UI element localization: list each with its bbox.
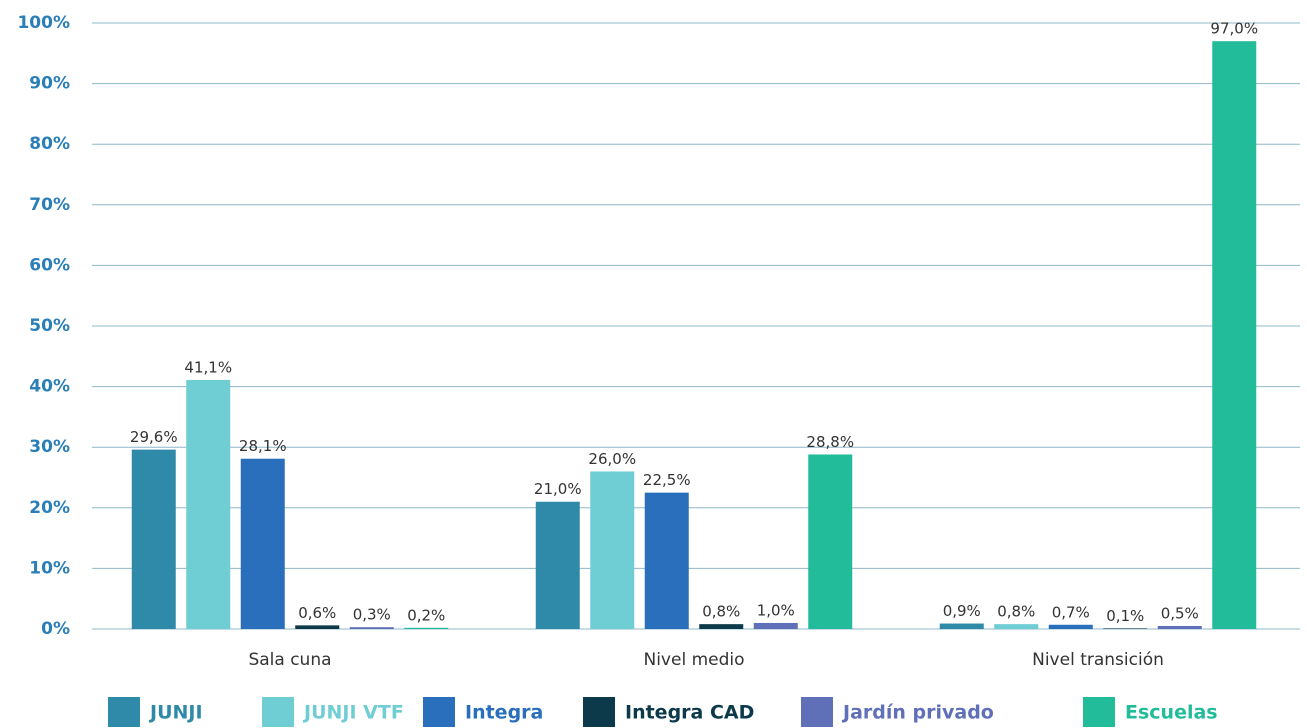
legend-label: Integra CAD — [625, 702, 754, 724]
bar — [644, 492, 689, 629]
data-label: 0,8% — [997, 603, 1035, 621]
data-label: 1,0% — [757, 601, 795, 619]
data-label: 0,2% — [407, 606, 445, 624]
y-tick-label: 10% — [29, 558, 70, 578]
legend-label: Escuelas — [1125, 702, 1218, 724]
bar — [590, 471, 635, 629]
bar — [1212, 41, 1257, 630]
bar — [808, 454, 853, 629]
legend-swatch — [1083, 697, 1115, 727]
y-tick-label: 60% — [29, 255, 70, 275]
legend-swatch — [583, 697, 615, 727]
bar — [753, 622, 798, 629]
x-tick-label: Nivel medio — [643, 650, 744, 670]
data-label: 29,6% — [130, 428, 178, 446]
bar — [186, 379, 231, 629]
data-label: 26,0% — [588, 450, 636, 468]
data-label: 41,1% — [184, 358, 232, 376]
x-tick-label: Sala cuna — [248, 650, 331, 670]
legend-label: Integra — [465, 702, 543, 724]
y-tick-label: 20% — [29, 498, 70, 518]
legend-label: JUNJI VTF — [302, 702, 404, 724]
y-tick-label: 0% — [41, 619, 70, 639]
y-tick-label: 50% — [29, 316, 70, 336]
bar — [1048, 624, 1093, 629]
bar — [535, 501, 580, 629]
data-label: 0,9% — [943, 602, 981, 620]
y-tick-label: 100% — [17, 13, 70, 33]
data-label: 22,5% — [643, 471, 691, 489]
y-tick-label: 70% — [29, 195, 70, 215]
bar — [131, 449, 176, 629]
bar — [1103, 628, 1148, 629]
data-label: 0,1% — [1106, 607, 1144, 625]
bar — [240, 458, 285, 629]
bar — [994, 624, 1039, 629]
legend-swatch — [801, 697, 833, 727]
bar — [939, 623, 984, 629]
data-label: 97,0% — [1210, 20, 1258, 38]
legend-swatch — [423, 697, 455, 727]
data-label: 28,8% — [806, 433, 854, 451]
data-label: 0,3% — [353, 606, 391, 624]
data-label: 0,5% — [1161, 604, 1199, 622]
legend-label: Jardín privado — [841, 702, 994, 724]
data-label: 0,7% — [1052, 603, 1090, 621]
x-tick-label: Nivel transición — [1032, 650, 1164, 670]
bar — [349, 627, 394, 629]
bar — [699, 624, 744, 629]
data-label: 0,6% — [298, 604, 336, 622]
legend-swatch — [262, 697, 294, 727]
data-label: 21,0% — [534, 480, 582, 498]
bar — [295, 625, 340, 629]
bar — [1157, 625, 1202, 629]
data-label: 0,8% — [702, 603, 740, 621]
y-tick-label: 80% — [29, 134, 70, 154]
bar — [404, 627, 449, 629]
legend-swatch — [108, 697, 140, 727]
y-tick-label: 40% — [29, 377, 70, 397]
legend-label: JUNJI — [148, 702, 203, 724]
data-label: 28,1% — [239, 437, 287, 455]
y-tick-label: 30% — [29, 437, 70, 457]
y-tick-label: 90% — [29, 74, 70, 94]
